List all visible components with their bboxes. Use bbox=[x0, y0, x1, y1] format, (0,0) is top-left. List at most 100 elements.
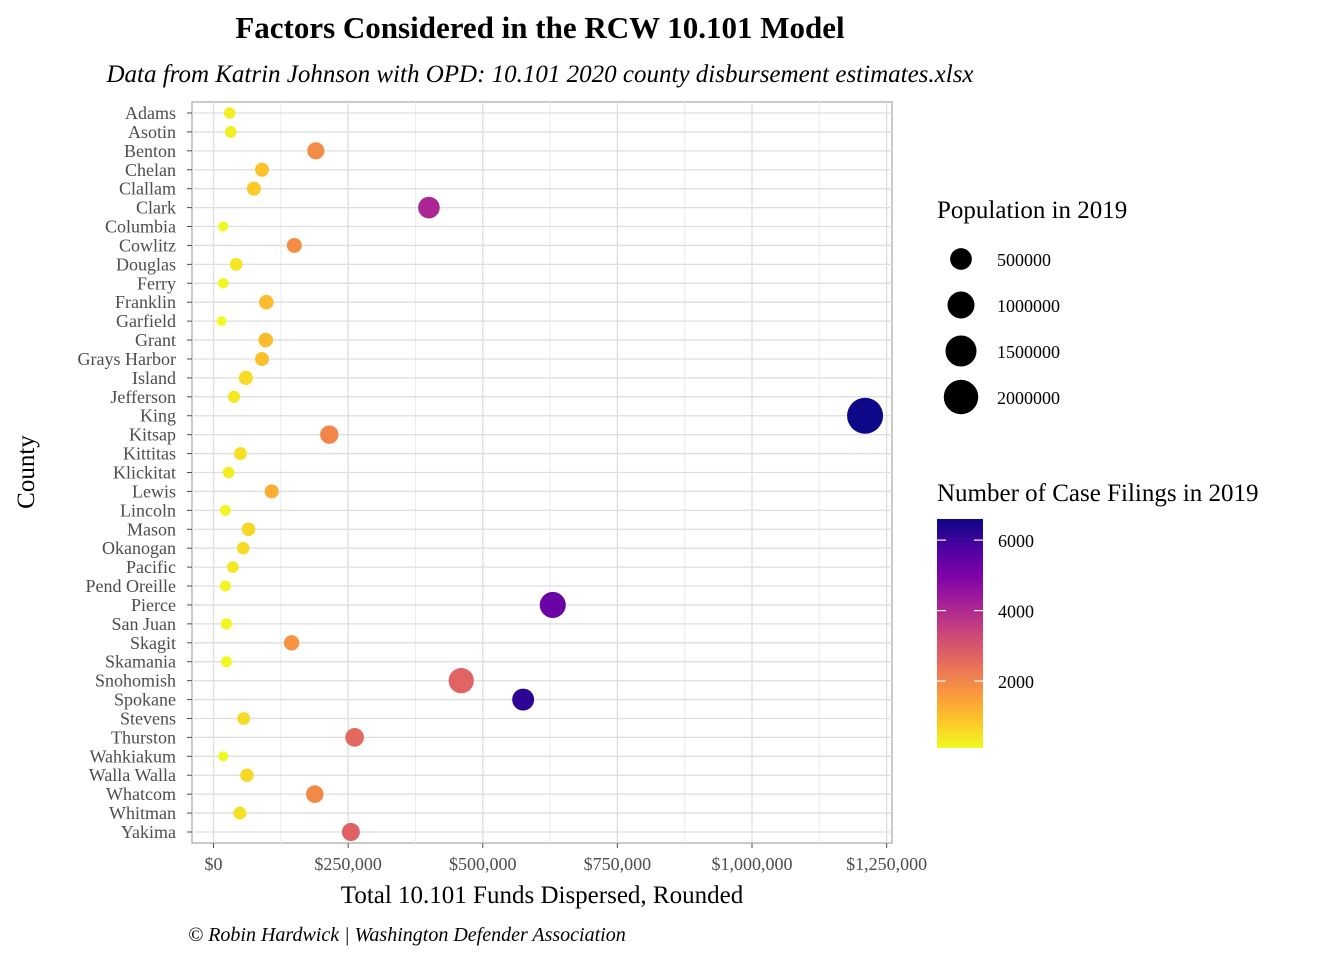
point-skamania bbox=[220, 656, 232, 668]
size-legend-key bbox=[947, 291, 975, 319]
y-tick-label: Lewis bbox=[132, 481, 176, 501]
y-tick-label: Grant bbox=[135, 330, 176, 350]
y-tick-label: Asotin bbox=[128, 122, 176, 142]
point-chelan bbox=[254, 162, 270, 177]
y-tick-label: Whitman bbox=[109, 803, 176, 823]
y-tick-label: Pierce bbox=[131, 595, 176, 615]
x-tick-label: $250,000 bbox=[314, 854, 382, 874]
x-tick-label: $1,000,000 bbox=[712, 854, 793, 874]
point-cowlitz bbox=[286, 237, 302, 253]
chart-subtitle: Data from Katrin Johnson with OPD: 10.10… bbox=[105, 61, 973, 88]
y-tick-label: Kittitas bbox=[123, 444, 176, 464]
y-tick-label: Spokane bbox=[114, 690, 176, 710]
y-tick-label: Skagit bbox=[130, 633, 176, 653]
point-whitman bbox=[233, 806, 247, 820]
y-tick-label: Island bbox=[132, 368, 176, 388]
point-pacific bbox=[227, 561, 239, 573]
point-mason bbox=[241, 522, 256, 537]
x-tick-label: $500,000 bbox=[449, 854, 517, 874]
size-legend-label: 500000 bbox=[997, 250, 1051, 270]
x-axis-label: Total 10.101 Funds Dispersed, Rounded bbox=[341, 882, 744, 909]
point-asotin bbox=[224, 126, 237, 138]
point-walla-walla bbox=[240, 768, 254, 782]
y-tick-label: King bbox=[140, 406, 176, 426]
y-tick-label: Chelan bbox=[125, 160, 176, 180]
point-benton bbox=[307, 142, 325, 160]
y-tick-label: Clallam bbox=[119, 179, 176, 199]
y-tick-label: Wahkiakum bbox=[89, 746, 176, 766]
size-legend-key bbox=[943, 379, 979, 415]
point-okanogan bbox=[236, 541, 250, 555]
point-skagit bbox=[283, 635, 300, 651]
color-legend-bar bbox=[937, 519, 983, 748]
size-legend-key bbox=[950, 248, 972, 270]
point-garfield bbox=[216, 316, 227, 327]
y-tick-label: Mason bbox=[127, 519, 176, 539]
point-san-juan bbox=[220, 618, 233, 630]
y-tick-label: Pend Oreille bbox=[86, 576, 176, 596]
color-legend: 2000 4000 6000 bbox=[937, 531, 1034, 692]
y-tick-label: Douglas bbox=[116, 254, 176, 274]
y-tick-label: Walla Walla bbox=[89, 765, 176, 785]
y-tick-label: San Juan bbox=[112, 614, 177, 634]
x-axis-ticks: $0 $250,000 $500,000 $750,000 $1,000,000 $1,2… bbox=[205, 843, 927, 874]
size-legend-label: 1000000 bbox=[997, 296, 1060, 316]
y-tick-label: Kitsap bbox=[129, 425, 176, 445]
y-tick-label: Garfield bbox=[116, 311, 176, 331]
point-clark bbox=[418, 196, 440, 219]
major-gridlines bbox=[192, 102, 892, 843]
point-wahkiakum bbox=[218, 751, 229, 762]
point-snohomish bbox=[448, 667, 474, 694]
data-points bbox=[216, 107, 884, 841]
point-grant bbox=[258, 332, 274, 348]
y-tick-label: Clark bbox=[136, 198, 176, 218]
y-tick-label: Cowlitz bbox=[119, 235, 176, 255]
y-tick-label: Benton bbox=[124, 141, 176, 161]
point-lewis bbox=[264, 484, 279, 499]
y-tick-label: Stevens bbox=[120, 708, 176, 728]
point-columbia bbox=[218, 221, 229, 232]
point-franklin bbox=[259, 294, 274, 310]
point-pierce bbox=[539, 591, 566, 618]
point-jefferson bbox=[227, 390, 241, 403]
x-tick-label: $0 bbox=[205, 854, 223, 874]
point-spokane bbox=[512, 688, 535, 711]
y-tick-label: Skamania bbox=[105, 652, 176, 672]
y-tick-label: Ferry bbox=[137, 273, 176, 293]
size-legend-key bbox=[945, 335, 977, 367]
point-ferry bbox=[217, 278, 229, 289]
y-tick-label: Okanogan bbox=[102, 538, 176, 558]
point-clallam bbox=[246, 181, 261, 196]
y-axis-ticks: AdamsAsotinBentonChelanClallamClarkColum… bbox=[78, 103, 192, 842]
point-yakima bbox=[341, 823, 360, 841]
point-island bbox=[238, 370, 253, 386]
y-tick-label: Whatcom bbox=[106, 784, 176, 804]
y-tick-label: Klickitat bbox=[113, 463, 176, 483]
y-tick-label: Snohomish bbox=[95, 671, 176, 691]
size-legend-title: Population in 2019 bbox=[937, 197, 1127, 224]
x-tick-label: $1,250,000 bbox=[846, 854, 927, 874]
y-tick-label: Jefferson bbox=[110, 387, 176, 407]
point-douglas bbox=[229, 258, 243, 271]
y-tick-label: Franklin bbox=[115, 292, 176, 312]
color-legend-label: 2000 bbox=[998, 672, 1034, 692]
point-pend-oreille bbox=[219, 580, 231, 592]
point-thurston bbox=[345, 728, 364, 747]
point-adams bbox=[223, 107, 236, 119]
size-legend: 500000 1000000 1500000 2000000 bbox=[943, 248, 1060, 415]
chart-caption: © Robin Hardwick | Washington Defender A… bbox=[188, 924, 626, 946]
point-kittitas bbox=[234, 447, 247, 461]
y-tick-label: Adams bbox=[125, 103, 176, 123]
chart-title: Factors Considered in the RCW 10.101 Mod… bbox=[235, 10, 845, 45]
point-whatcom bbox=[305, 785, 324, 803]
point-grays-harbor bbox=[255, 352, 269, 366]
y-tick-label: Columbia bbox=[105, 217, 176, 237]
x-tick-label: $750,000 bbox=[584, 854, 652, 874]
point-stevens bbox=[237, 712, 251, 725]
y-tick-label: Lincoln bbox=[120, 500, 176, 520]
color-legend-label: 4000 bbox=[998, 602, 1034, 622]
color-legend-title: Number of Case Filings in 2019 bbox=[937, 480, 1259, 507]
y-axis-label: County bbox=[13, 435, 40, 509]
point-kitsap bbox=[320, 425, 339, 444]
